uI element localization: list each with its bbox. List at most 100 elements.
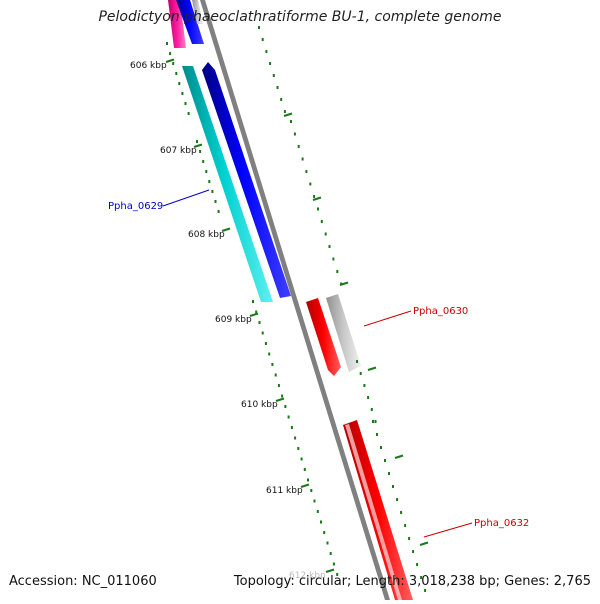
left-ruler-dot — [265, 342, 267, 345]
right-ruler-dot — [277, 86, 279, 89]
right-ruler-dot — [298, 145, 300, 148]
genome-map-viewer[interactable]: 606 kbp 607 kbp 608 kbp 609 kbp 610 kbp … — [0, 0, 600, 600]
right-ruler-dot — [356, 360, 358, 363]
left-ruler-dot — [330, 552, 332, 555]
left-ruler-dot — [196, 140, 198, 143]
right-ruler-dot — [305, 170, 307, 173]
gene-label-ppha-0632[interactable]: Ppha_0632 — [474, 518, 529, 529]
major-tick-mark — [284, 114, 292, 117]
right-ruler-dot — [396, 498, 398, 501]
left-ruler-dot — [314, 500, 316, 503]
right-ruler-dot — [265, 50, 267, 53]
accession-text: Accession: NC_011060 — [9, 574, 157, 589]
right-ruler-dot — [325, 233, 327, 236]
left-ruler-dot — [288, 416, 290, 419]
right-ruler-dot — [321, 220, 323, 223]
left-ruler-dot — [218, 210, 220, 213]
left-ruler-dot — [323, 531, 325, 534]
right-ruler-dot — [317, 208, 319, 211]
left-ruler-dot — [211, 190, 213, 193]
tick-label-611: 611 kbp — [266, 486, 303, 496]
tick-label-606: 606 kbp — [130, 61, 167, 71]
genome-map-canvas[interactable]: 606 kbp 607 kbp 608 kbp 609 kbp 610 kbp … — [0, 0, 600, 600]
genome-title: Pelodictyon phaeoclathratiforme BU-1, co… — [0, 9, 600, 25]
genome-backbone — [200, 0, 390, 600]
right-ruler-dot — [329, 245, 331, 248]
leader-ppha-0630 — [364, 311, 411, 326]
left-ruler-dot — [320, 521, 322, 524]
tick-label-609: 609 kbp — [215, 315, 252, 325]
right-ruler-dot — [360, 372, 362, 375]
gene-label-ppha-0629[interactable]: Ppha_0629 — [108, 201, 163, 212]
left-ruler-dot — [271, 363, 273, 366]
right-ruler-dot — [336, 270, 338, 273]
left-ruler-dot — [278, 384, 280, 387]
right-ruler-dot — [375, 420, 377, 423]
right-ruler-dot — [412, 550, 414, 553]
left-ruler-dot — [284, 405, 286, 408]
left-ruler-dot — [301, 458, 303, 461]
right-ruler-dot — [416, 563, 418, 566]
left-ruler-dot — [166, 42, 168, 45]
right-ruler-dot — [367, 396, 369, 399]
left-ruler-dot — [175, 72, 177, 75]
right-ruler-dot — [388, 472, 390, 475]
right-ruler-dot — [392, 485, 394, 488]
right-ruler-dot — [380, 446, 382, 449]
left-ruler-dot — [294, 437, 296, 440]
right-ruler-dot — [258, 26, 260, 29]
right-ruler-dot — [313, 195, 315, 198]
right-ruler-dot — [424, 589, 426, 592]
gene-bar-ppha-0629-blue[interactable] — [202, 62, 291, 298]
right-ruler-dot — [372, 420, 374, 423]
right-ruler-dot — [290, 120, 292, 123]
major-tick-mark — [166, 60, 174, 63]
tick-label-610: 610 kbp — [241, 400, 278, 410]
right-ruler-dot — [363, 384, 365, 387]
right-ruler-dot — [371, 408, 373, 411]
left-ruler-dot — [199, 150, 201, 153]
left-ruler-dot — [169, 52, 171, 55]
leader-ppha-0632 — [424, 523, 472, 537]
right-ruler-dot — [284, 110, 286, 113]
left-ruler-dot — [208, 180, 210, 183]
right-ruler-dot — [294, 133, 296, 136]
right-ruler-dot — [273, 74, 275, 77]
left-ruler-dot — [252, 300, 254, 303]
left-ruler-dot — [297, 447, 299, 450]
left-ruler-dot — [181, 92, 183, 95]
right-ruler-dot — [384, 459, 386, 462]
right-ruler-dot — [404, 524, 406, 527]
tick-label-608: 608 kbp — [188, 230, 225, 240]
left-ruler-dot — [304, 468, 306, 471]
left-ruler-dot — [172, 62, 174, 65]
left-ruler-dot — [291, 426, 293, 429]
left-ruler-dot — [310, 489, 312, 492]
right-ruler-dot — [408, 537, 410, 540]
leader-ppha-0629 — [163, 190, 209, 206]
left-ruler-dot — [333, 563, 335, 566]
left-ruler-dot — [202, 160, 204, 163]
major-tick-mark — [368, 368, 376, 371]
left-ruler-dot — [317, 510, 319, 513]
right-ruler-dot — [400, 511, 402, 514]
major-tick-mark — [420, 543, 428, 546]
major-tick-mark — [395, 456, 403, 459]
gene-label-ppha-0630[interactable]: Ppha_0630 — [413, 306, 468, 317]
left-ruler-dot — [205, 170, 207, 173]
left-ruler-dot — [215, 200, 217, 203]
left-ruler-dot — [185, 102, 187, 105]
right-ruler-dot — [280, 98, 282, 101]
right-ruler-dot — [302, 158, 304, 161]
left-ruler-dot — [178, 82, 180, 85]
left-ruler-dot — [281, 395, 283, 398]
major-tick-mark — [326, 570, 334, 573]
right-ruler-dot — [269, 62, 271, 65]
topology-text: Topology: circular; Length: 3,018,238 bp… — [234, 574, 591, 589]
left-ruler-dot — [262, 332, 264, 335]
left-ruler-dot — [307, 479, 309, 482]
left-ruler-dot — [275, 374, 277, 377]
right-ruler-dot — [332, 258, 334, 261]
right-ruler-dot — [262, 38, 264, 41]
left-ruler-dot — [259, 321, 261, 324]
